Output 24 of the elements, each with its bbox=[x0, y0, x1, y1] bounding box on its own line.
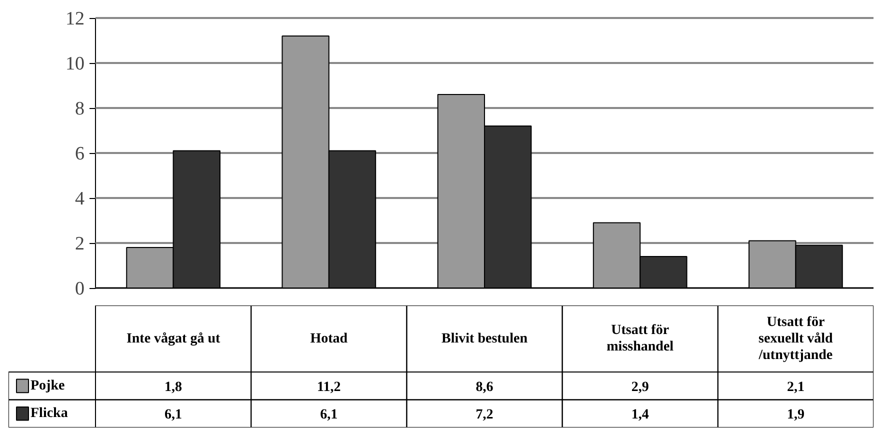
y-tick-label: 10 bbox=[66, 54, 84, 74]
data-label: 6,1 bbox=[320, 408, 338, 423]
y-tick-label: 0 bbox=[75, 278, 84, 300]
data-label: 1,8 bbox=[164, 380, 182, 395]
legend-label: Flicka bbox=[30, 406, 68, 422]
data-label: 11,2 bbox=[317, 380, 341, 395]
x-tick-label: Utsatt för sexuellt våld /utnyttjande bbox=[758, 314, 834, 363]
data-label: 1,9 bbox=[786, 408, 804, 423]
data-label: 6,1 bbox=[164, 408, 182, 423]
y-tick-label: 4 bbox=[75, 188, 85, 210]
x-tick-label: Inte vågat gå ut bbox=[126, 331, 220, 346]
y-tick-label: 6 bbox=[75, 144, 84, 164]
data-label: 2,9 bbox=[631, 380, 649, 395]
x-tick-label: Utsatt för misshandel bbox=[606, 323, 674, 355]
x-tick-label: Hotad bbox=[310, 331, 348, 346]
x-tick-label: Blivit bestulen bbox=[442, 331, 528, 346]
data-label: 7,2 bbox=[476, 408, 494, 423]
y-tick-label: 12 bbox=[66, 8, 84, 30]
legend-label: Pojke bbox=[30, 378, 65, 394]
y-tick-label: 2 bbox=[75, 234, 84, 254]
y-tick-label: 8 bbox=[75, 98, 84, 120]
data-label: 2,1 bbox=[786, 380, 804, 395]
data-label: 8,6 bbox=[476, 380, 494, 395]
data-label: 1,4 bbox=[631, 408, 649, 423]
